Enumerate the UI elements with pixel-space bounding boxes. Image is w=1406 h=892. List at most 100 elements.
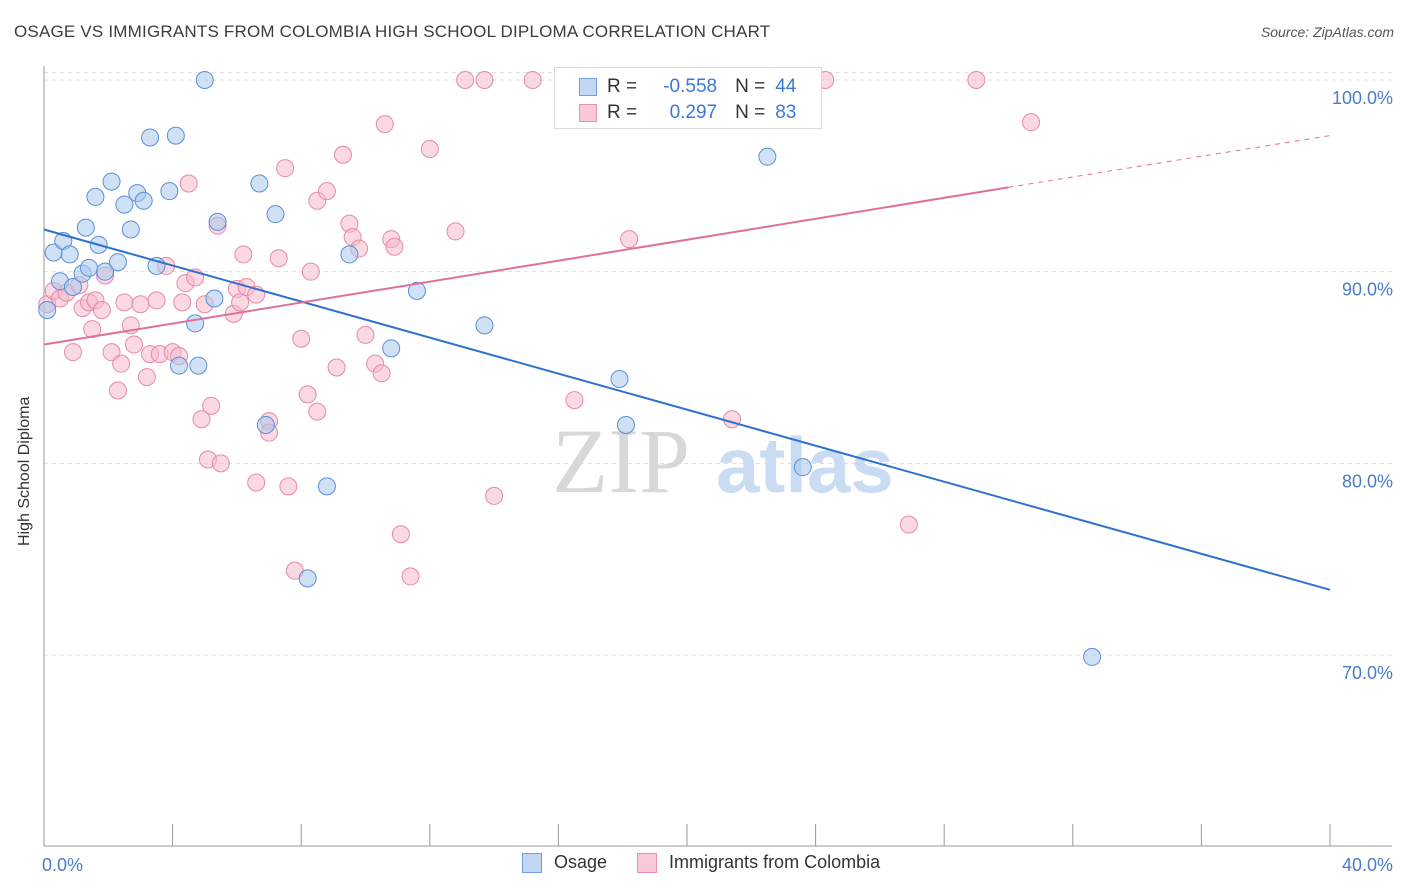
- point-colombia: [102, 343, 121, 362]
- point-colombia: [385, 237, 404, 256]
- point-colombia: [401, 567, 420, 586]
- trend-lines: [43, 135, 1331, 591]
- y-tick-label: 100.0%: [1332, 88, 1393, 108]
- point-osage: [340, 245, 359, 264]
- point-colombia: [391, 525, 410, 544]
- point-colombia: [446, 222, 465, 241]
- x-tick-label-max: 40.0%: [1342, 855, 1393, 875]
- y-tick-label: 80.0%: [1342, 471, 1393, 491]
- legend-r-label: R =: [607, 76, 638, 97]
- legend-swatch-osage: [522, 852, 542, 873]
- point-osage: [102, 172, 121, 191]
- y-tick-label: 70.0%: [1342, 663, 1393, 683]
- legend-item-osage: Osage: [522, 852, 607, 873]
- point-osage: [76, 218, 95, 237]
- legend-row-colombia: R = 0.297 N = 83: [579, 101, 796, 125]
- point-colombia: [92, 301, 111, 319]
- point-osage: [160, 182, 179, 201]
- point-colombia: [173, 293, 192, 312]
- point-osage: [407, 281, 426, 300]
- point-osage: [141, 128, 160, 147]
- point-colombia: [211, 454, 230, 473]
- series-osage-points: [38, 71, 1102, 666]
- point-colombia: [202, 396, 221, 415]
- point-colombia: [63, 343, 82, 362]
- trend-line-osage: [43, 228, 1331, 591]
- point-osage: [38, 301, 57, 319]
- point-colombia: [620, 230, 639, 249]
- point-colombia: [308, 402, 327, 421]
- legend-row-osage: R = -0.558 N = 44: [579, 75, 796, 99]
- legend-n-label: N =: [735, 76, 766, 97]
- point-colombia: [125, 335, 144, 354]
- point-colombia: [137, 368, 156, 387]
- point-colombia: [269, 249, 288, 268]
- legend-label-osage: Osage: [554, 852, 608, 872]
- point-colombia: [475, 71, 494, 89]
- point-colombia: [83, 320, 102, 339]
- point-osage: [758, 147, 777, 166]
- point-colombia: [147, 291, 166, 310]
- point-colombia: [231, 293, 250, 312]
- point-osage: [63, 278, 82, 296]
- legend-swatch-osage: [579, 78, 597, 96]
- point-colombia: [108, 381, 127, 400]
- point-colombia: [301, 262, 320, 281]
- series-colombia-points: [38, 71, 1041, 586]
- point-colombia: [327, 358, 346, 377]
- point-osage: [317, 477, 336, 496]
- point-osage: [170, 356, 189, 375]
- point-colombia: [1022, 113, 1041, 132]
- point-osage: [96, 262, 115, 281]
- point-osage: [80, 258, 99, 277]
- legend-swatch-colombia: [637, 852, 658, 873]
- gridlines: [44, 71, 1392, 656]
- point-colombia: [333, 145, 352, 164]
- point-colombia: [456, 71, 475, 89]
- point-osage: [250, 174, 269, 193]
- point-osage: [610, 370, 629, 388]
- point-colombia: [179, 174, 198, 193]
- point-osage: [382, 339, 401, 358]
- chart-title: OSAGE VS IMMIGRANTS FROM COLOMBIA HIGH S…: [14, 22, 771, 41]
- point-osage: [60, 245, 79, 264]
- y-tick-label: 90.0%: [1342, 280, 1393, 300]
- trend-line-colombia: [43, 186, 1009, 346]
- point-osage: [475, 316, 494, 335]
- legend-r-value-colombia: 0.297: [669, 102, 718, 123]
- point-colombia: [723, 410, 742, 429]
- legend-n-value-osage: 44: [775, 76, 797, 97]
- point-osage: [266, 205, 285, 224]
- point-colombia: [115, 293, 134, 312]
- tick-labels: 70.0% 80.0% 90.0% 100.0% 0.0% 40.0%: [42, 88, 1393, 875]
- legend-n-label: N =: [735, 102, 766, 123]
- point-colombia: [420, 140, 439, 158]
- point-colombia: [131, 295, 150, 314]
- point-colombia: [276, 159, 295, 178]
- source-credit: Source: ZipAtlas.com: [1260, 24, 1394, 40]
- point-osage: [86, 187, 105, 206]
- point-colombia: [523, 71, 542, 89]
- point-osage: [256, 416, 275, 434]
- point-colombia: [112, 354, 131, 373]
- axes: [43, 66, 1392, 847]
- point-colombia: [967, 71, 986, 89]
- point-colombia: [372, 364, 391, 383]
- point-colombia: [192, 410, 211, 429]
- series-legend: Osage Immigrants from Colombia: [522, 852, 910, 873]
- point-colombia: [356, 325, 375, 344]
- point-osage: [189, 356, 208, 375]
- point-colombia: [234, 245, 253, 264]
- point-osage: [195, 71, 214, 89]
- trend-line-colombia-extension: [1008, 135, 1331, 188]
- point-osage: [186, 314, 205, 333]
- point-osage: [121, 220, 140, 239]
- point-colombia: [375, 115, 394, 134]
- point-osage: [793, 458, 812, 477]
- point-colombia: [899, 515, 918, 534]
- legend-r-label: R =: [607, 102, 638, 123]
- correlation-legend: R = -0.558 N = 44 R = 0.297 N = 83: [554, 67, 822, 129]
- point-osage: [208, 212, 227, 231]
- legend-swatch-colombia: [579, 104, 597, 122]
